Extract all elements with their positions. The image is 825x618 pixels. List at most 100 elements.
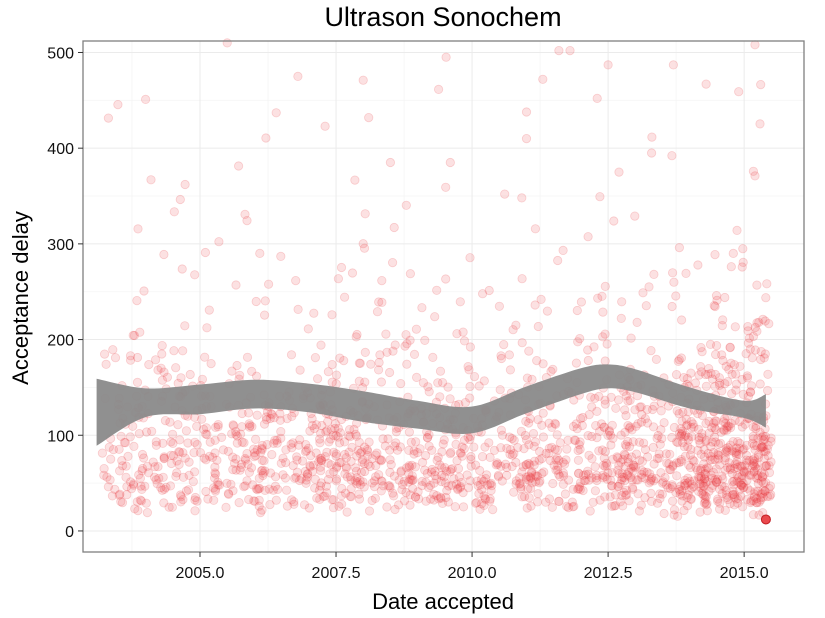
- data-point: [529, 456, 540, 466]
- data-point: [173, 420, 183, 430]
- data-point: [137, 449, 148, 460]
- data-point: [475, 504, 485, 514]
- data-point: [616, 313, 626, 323]
- data-point: [739, 482, 749, 492]
- data-point: [405, 335, 415, 345]
- data-point: [169, 207, 179, 217]
- data-point: [723, 494, 733, 505]
- data-point: [354, 358, 364, 368]
- data-point: [696, 472, 706, 482]
- data-point: [201, 455, 211, 465]
- data-point: [249, 496, 259, 506]
- data-point: [621, 485, 632, 495]
- data-point: [192, 496, 202, 506]
- data-point: [504, 350, 514, 360]
- data-point: [746, 470, 756, 480]
- data-point: [213, 419, 223, 430]
- data-point: [683, 473, 693, 483]
- data-point: [332, 461, 342, 472]
- data-point: [305, 460, 315, 471]
- data-point: [103, 482, 114, 492]
- data-point: [505, 444, 516, 455]
- data-point: [116, 496, 126, 507]
- data-point: [751, 473, 761, 483]
- data-point: [201, 486, 211, 497]
- data-point: [502, 443, 512, 453]
- data-point: [671, 437, 682, 447]
- data-point: [330, 419, 340, 429]
- data-point: [624, 467, 634, 477]
- data-point: [244, 408, 254, 418]
- data-point: [703, 463, 713, 473]
- data-point: [590, 462, 600, 472]
- data-point: [530, 477, 541, 487]
- data-point: [158, 438, 168, 448]
- data-point: [722, 447, 732, 457]
- data-point: [578, 485, 588, 496]
- data-point: [742, 475, 752, 485]
- data-point: [524, 440, 534, 450]
- data-point: [347, 268, 358, 278]
- data-point: [684, 485, 695, 495]
- data-point: [360, 209, 370, 219]
- data-point: [447, 480, 457, 490]
- data-point: [404, 469, 414, 479]
- data-point: [582, 466, 593, 476]
- data-point: [401, 200, 411, 210]
- data-point: [682, 420, 692, 430]
- data-point: [584, 475, 594, 485]
- data-point: [766, 457, 776, 467]
- x-tick-label: 2012.5: [584, 565, 633, 582]
- data-point: [396, 466, 406, 476]
- data-point: [505, 449, 515, 459]
- data-point: [97, 448, 108, 458]
- data-point: [676, 353, 687, 363]
- data-point: [686, 483, 697, 493]
- data-point: [667, 432, 677, 443]
- data-point: [254, 483, 265, 493]
- data-point: [676, 315, 687, 325]
- data-point: [686, 416, 696, 427]
- data-point: [257, 444, 267, 455]
- data-point: [465, 381, 475, 392]
- data-point: [623, 420, 633, 431]
- data-point: [758, 314, 768, 324]
- data-point: [737, 480, 747, 491]
- data-point: [541, 497, 551, 507]
- data-point: [750, 445, 760, 455]
- data-point: [653, 430, 663, 441]
- data-point: [351, 332, 361, 342]
- data-point: [374, 297, 384, 307]
- data-point: [635, 402, 645, 412]
- data-point: [133, 224, 143, 234]
- data-point: [532, 497, 543, 507]
- data-point: [234, 161, 244, 171]
- data-point: [132, 497, 142, 507]
- data-point: [707, 473, 718, 483]
- data-point: [166, 450, 176, 460]
- data-point: [144, 359, 154, 370]
- data-point: [677, 416, 687, 426]
- data-point: [613, 465, 623, 475]
- data-point: [521, 474, 532, 484]
- data-point: [365, 461, 375, 472]
- data-point: [189, 448, 199, 458]
- data-point: [139, 286, 149, 296]
- data-point: [150, 462, 160, 472]
- data-point: [744, 333, 755, 343]
- data-point: [372, 307, 383, 317]
- data-point: [257, 440, 267, 451]
- data-point: [492, 458, 502, 468]
- data-point: [716, 427, 726, 437]
- data-point: [753, 433, 763, 443]
- data-point: [341, 462, 351, 472]
- data-point: [704, 428, 714, 438]
- data-point: [707, 455, 717, 465]
- data-point: [128, 479, 139, 489]
- data-point: [321, 481, 331, 491]
- data-point: [237, 437, 247, 447]
- data-point: [574, 440, 584, 450]
- data-point: [751, 493, 762, 504]
- data-point: [410, 492, 421, 502]
- data-point: [559, 459, 570, 469]
